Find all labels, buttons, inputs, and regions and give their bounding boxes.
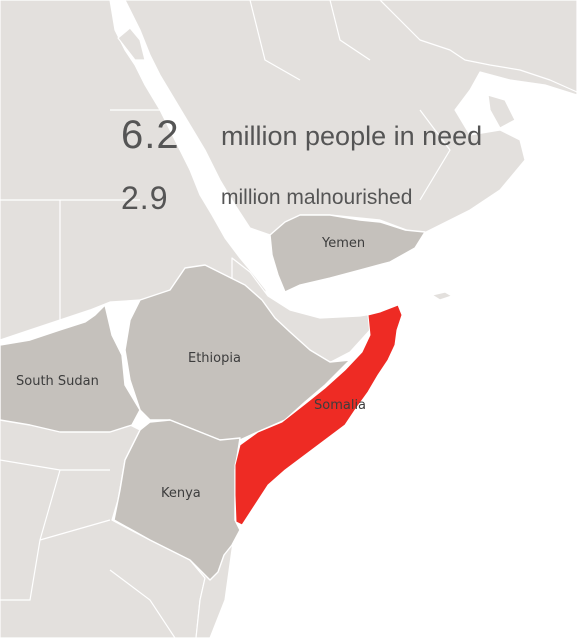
yemen-shape [269, 214, 426, 293]
land-iran [379, 0, 577, 93]
label-kenya: Kenya [161, 486, 201, 501]
stat-malnourished-value: 2.9 [121, 180, 169, 216]
border-lines [0, 0, 450, 638]
stat-people-in-need-value: 6.2 [121, 113, 180, 157]
label-south-sudan: South Sudan [16, 374, 99, 389]
label-yemen: Yemen [321, 236, 365, 251]
land-socotra [431, 291, 453, 301]
kenya-shape [113, 419, 241, 581]
land-sinai [117, 27, 146, 61]
somalia-shape [234, 304, 403, 526]
land-africa-west [0, 0, 267, 341]
label-ethiopia: Ethiopia [188, 351, 241, 366]
label-somalia: Somalia [314, 398, 366, 413]
stat-malnourished-label: million malnourished [221, 186, 413, 209]
south-sudan-shape [0, 304, 141, 433]
stat-people-in-need-label: million people in need [221, 121, 483, 151]
ethiopia-shape [124, 264, 351, 441]
land-oman-tip [487, 94, 516, 129]
